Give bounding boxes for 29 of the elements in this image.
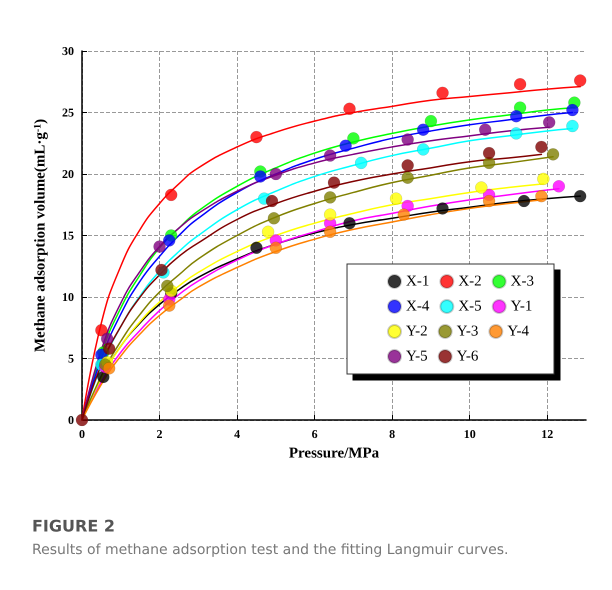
- legend-label: X-4: [406, 298, 430, 314]
- text: Results of methane adsorption test and the fitting Langmuir curves.: [32, 542, 508, 558]
- x-tick-label: 2: [156, 427, 163, 441]
- legend-label: Y-4: [507, 324, 530, 340]
- legend-label: Y-2: [406, 324, 428, 340]
- legend-label: X-1: [406, 274, 430, 290]
- x-tick-label: 6: [312, 427, 318, 441]
- x-tick-label: 10: [464, 427, 476, 441]
- legend-label: Y-5: [406, 348, 428, 364]
- y-tick-label: 20: [62, 167, 74, 181]
- legend-label: X-3: [510, 274, 534, 290]
- x-tick-label: 4: [234, 427, 240, 441]
- x-axis-title: Pressure/MPa: [288, 446, 380, 462]
- y-tick-label: 5: [68, 352, 74, 366]
- caption: FIGURE 2: [32, 516, 115, 536]
- y-tick-label: 0: [68, 413, 74, 427]
- y-tick-label: 30: [62, 44, 74, 58]
- legend-label: Y-6: [456, 348, 479, 364]
- x-tick-label: 12: [541, 427, 554, 441]
- legend-label: X-2: [458, 274, 482, 290]
- legend-label: X-5: [458, 298, 482, 314]
- y-tick-label: 25: [62, 106, 74, 120]
- x-tick-label: 0: [79, 427, 85, 441]
- x-tick-label: 8: [389, 427, 396, 441]
- y-tick-label: 15: [62, 228, 74, 242]
- legend-label: Y-3: [456, 324, 478, 340]
- y-axis-title: Methane adsorption volume(mL·g-1): [32, 118, 48, 352]
- legend-label: Y-1: [510, 298, 532, 314]
- y-tick-label: 10: [62, 290, 74, 304]
